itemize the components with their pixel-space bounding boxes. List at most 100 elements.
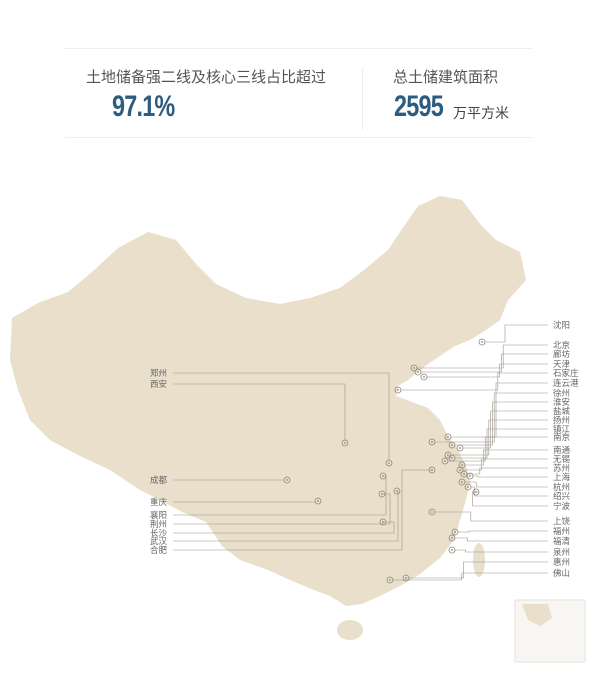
city-label: 福州 xyxy=(553,526,570,537)
city-label: 扬州 xyxy=(553,415,570,426)
leader-line xyxy=(455,549,548,553)
leader-line xyxy=(455,428,548,459)
leader-line xyxy=(173,383,346,440)
city-marker xyxy=(428,466,436,474)
leader-line xyxy=(173,372,390,460)
city-marker xyxy=(460,470,468,478)
city-marker xyxy=(393,487,401,495)
city-label: 盐城 xyxy=(553,406,571,417)
city-marker xyxy=(428,438,436,446)
city-label: 苏州 xyxy=(553,463,570,474)
city-label: 长沙 xyxy=(150,528,168,539)
leader-line xyxy=(173,469,432,551)
city-marker xyxy=(464,483,472,491)
city-marker xyxy=(472,488,480,496)
inset-coast-shape xyxy=(522,604,552,626)
city-label: 天津 xyxy=(553,359,571,370)
leader-line xyxy=(455,537,548,542)
city-marker xyxy=(402,574,410,582)
leader-line xyxy=(435,392,548,443)
city-marker xyxy=(420,373,428,381)
leader-line xyxy=(485,324,548,343)
city-label: 徐州 xyxy=(553,388,570,399)
city-marker xyxy=(378,490,386,498)
city-marker xyxy=(428,508,436,516)
leader-line xyxy=(465,481,548,488)
city-label: 武汉 xyxy=(150,536,168,547)
core-cities-ratio-label: 土地储备强二线及核心三线占比超过 xyxy=(86,68,327,86)
leader-line xyxy=(467,467,548,475)
city-label: 南通 xyxy=(553,445,571,456)
total-area-label: 总土储建筑面积 xyxy=(393,68,499,86)
leader-line xyxy=(451,382,548,438)
city-label: 成都 xyxy=(150,475,168,486)
city-marker xyxy=(448,534,456,542)
city-marker xyxy=(451,528,459,536)
city-marker xyxy=(448,546,456,554)
city-marker xyxy=(341,439,349,447)
leader-line xyxy=(472,491,548,507)
city-label: 淮安 xyxy=(553,397,570,408)
city-label: 荆州 xyxy=(150,519,167,530)
leader-line xyxy=(417,344,548,369)
city-marker xyxy=(441,457,449,465)
city-label: 无锡 xyxy=(553,455,571,465)
china-mainland-shape xyxy=(10,196,526,606)
taiwan-island-shape xyxy=(473,543,485,577)
city-marker xyxy=(478,338,486,346)
city-label: 连云港 xyxy=(553,378,579,389)
city-label: 南京 xyxy=(553,432,570,443)
leader-line xyxy=(448,436,548,462)
city-label: 佛山 xyxy=(553,568,570,579)
city-label: 杭州 xyxy=(553,482,570,493)
city-label: 廊坊 xyxy=(553,349,571,360)
divider-top xyxy=(65,48,533,49)
city-marker xyxy=(466,472,474,480)
divider-vertical xyxy=(362,68,363,130)
city-marker xyxy=(458,478,466,486)
city-marker xyxy=(448,441,456,449)
city-marker xyxy=(385,459,393,467)
city-label: 重庆 xyxy=(150,497,168,508)
city-marker xyxy=(283,476,291,484)
city-label: 上海 xyxy=(553,472,571,483)
city-marker xyxy=(379,518,387,526)
city-marker xyxy=(444,433,452,441)
divider-bottom xyxy=(65,137,533,138)
city-label: 沈阳 xyxy=(553,320,570,331)
leader-line xyxy=(435,511,548,522)
leader-line xyxy=(463,410,548,449)
leader-line xyxy=(421,353,548,373)
total-area-value: 2595 xyxy=(394,90,444,123)
leader-line xyxy=(471,486,548,497)
leader-line xyxy=(465,449,548,466)
city-marker xyxy=(410,364,418,372)
leader-line xyxy=(409,561,548,579)
city-marker xyxy=(394,386,402,394)
leader-line xyxy=(173,475,387,516)
hainan-island-shape xyxy=(337,620,363,640)
total-area-unit: 万平方米 xyxy=(453,106,509,122)
city-label: 泉州 xyxy=(553,547,570,558)
city-marker xyxy=(456,466,464,474)
leader-line xyxy=(451,419,548,456)
leader-line xyxy=(473,475,548,478)
city-label: 宁波 xyxy=(553,501,571,512)
leader-line xyxy=(401,372,548,391)
city-label: 郑州 xyxy=(150,368,167,379)
city-label: 绍兴 xyxy=(553,491,571,502)
city-label: 北京 xyxy=(553,340,570,351)
core-cities-ratio-value: 97.1% xyxy=(112,90,175,123)
leader-line xyxy=(455,401,548,446)
city-marker xyxy=(379,472,387,480)
city-label: 西安 xyxy=(150,379,167,390)
leader-line xyxy=(427,363,548,378)
city-marker xyxy=(386,576,394,584)
city-label: 石家庄 xyxy=(553,368,579,379)
city-marker xyxy=(456,444,464,452)
city-label: 镇江 xyxy=(553,424,571,435)
leader-line xyxy=(463,458,548,471)
city-label: 合肥 xyxy=(150,545,168,556)
leader-line xyxy=(393,572,548,581)
